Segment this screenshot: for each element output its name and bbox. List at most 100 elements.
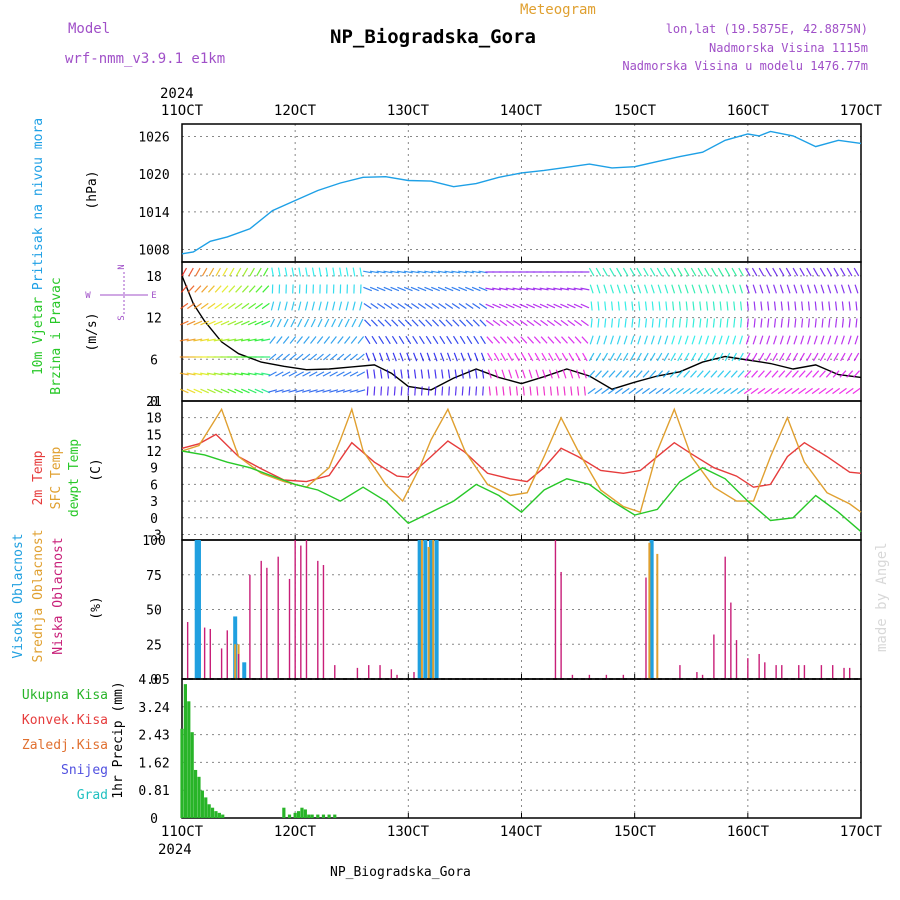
- precip-y-tick: 3.24: [138, 701, 169, 716]
- wind-arrow: [751, 267, 758, 277]
- wind-arrow: [635, 370, 643, 378]
- wind-arrow: [452, 319, 460, 327]
- wind-arrow: [418, 319, 426, 327]
- wind-arrow: [468, 369, 471, 379]
- wind-arrow: [413, 369, 417, 379]
- wind-arrow: [289, 336, 297, 344]
- wind-arrow: [534, 352, 541, 362]
- wind-arrow: [397, 319, 406, 327]
- wind-arrow: [840, 352, 846, 362]
- wind-arrow: [630, 335, 635, 345]
- cloud-bar: [423, 540, 428, 679]
- wind-arrow: [820, 335, 825, 345]
- footer-station: NP_Biogradska_Gora: [330, 865, 471, 880]
- wind-arrow: [658, 318, 661, 328]
- wind-arrow: [383, 286, 393, 292]
- wind-arrow: [780, 318, 783, 328]
- wind-arrow: [690, 267, 697, 277]
- precip-y-tick: 4.05: [138, 673, 169, 688]
- wind-arrow: [773, 335, 777, 345]
- wind-arrow: [513, 336, 521, 344]
- cloud-bar: [554, 540, 557, 679]
- wind-arrow: [358, 318, 364, 328]
- wind-arrow: [498, 287, 508, 291]
- cloud-bar: [428, 540, 433, 679]
- compass-w: W: [85, 291, 91, 301]
- wind-arrow: [726, 318, 729, 328]
- wind-arrow: [744, 370, 752, 378]
- wind-arrow: [240, 338, 250, 342]
- wind-arrow: [322, 371, 332, 377]
- wind-arrow: [440, 352, 445, 362]
- wind-arrow: [206, 372, 216, 376]
- wind-arrow: [794, 301, 797, 311]
- precip-bar: [197, 776, 201, 818]
- wind-arrow: [547, 336, 555, 344]
- wind-arrow: [832, 387, 841, 395]
- wind-arrow: [685, 318, 688, 328]
- wind-arrow: [635, 387, 644, 395]
- wind-arrow: [841, 318, 844, 328]
- wind-arrow: [852, 387, 861, 395]
- wind-arrow: [515, 386, 518, 396]
- wind-arrow: [188, 267, 194, 277]
- model-name: wrf-nmm_v3.9.1 e1km: [65, 51, 225, 67]
- cloud-bar: [798, 665, 800, 679]
- temperature-y-tick: 0: [150, 512, 158, 527]
- wind-arrow: [590, 318, 593, 328]
- wind-arrow: [526, 303, 535, 309]
- wind-arrow: [344, 336, 351, 344]
- wind-arrow: [179, 388, 189, 394]
- temperature-series-line: [181, 407, 862, 514]
- wind-arrow: [520, 336, 528, 344]
- wind-arrow: [493, 352, 500, 362]
- wind-arrow: [220, 338, 230, 342]
- wind-arrow: [400, 369, 403, 379]
- wind-arrow: [834, 335, 839, 345]
- wind-arrow: [471, 286, 481, 292]
- wind-arrow: [386, 369, 390, 379]
- wind-arrow: [793, 335, 798, 345]
- wind-arrow: [529, 386, 532, 396]
- wind-arrow: [642, 370, 650, 378]
- wind-arrow: [508, 369, 513, 379]
- wind-arrow: [792, 267, 799, 277]
- wind-arrow: [678, 318, 681, 328]
- wind-arrow: [712, 318, 715, 328]
- wind-arrow: [447, 369, 451, 379]
- wind-arrow: [357, 353, 365, 361]
- wind-arrow: [438, 319, 446, 327]
- wind-arrow: [759, 335, 764, 345]
- wind-arrow: [241, 302, 250, 310]
- wind-arrow: [597, 318, 600, 328]
- wind-arrow: [672, 318, 675, 328]
- wind-arrow: [675, 387, 684, 395]
- wind-arrow: [359, 267, 363, 277]
- cloud-bar: [317, 560, 319, 679]
- station-title: NP_Biogradska_Gora: [330, 26, 536, 48]
- wind-arrow: [644, 301, 648, 311]
- wind-arrow: [284, 301, 288, 311]
- wind-arrow: [549, 386, 552, 396]
- wind-arrow: [559, 287, 570, 291]
- wind-arrow: [228, 285, 236, 293]
- top-x-tick: 12OCT: [274, 103, 317, 119]
- wind-arrow: [539, 287, 549, 291]
- wind-arrows: [179, 267, 861, 396]
- cloud-bar: [209, 628, 211, 679]
- clouds-y-tick: 0: [150, 673, 158, 688]
- wind-arrow: [718, 335, 723, 345]
- compass-e: E: [151, 291, 156, 301]
- wind-y-tick: 12: [146, 312, 162, 327]
- wind-arrow: [589, 335, 594, 345]
- wind-arrow: [284, 267, 288, 277]
- wind-arrow: [393, 369, 396, 379]
- cloud-bar: [781, 665, 783, 679]
- wind-arrow: [820, 284, 825, 294]
- watermark: made by Angel: [874, 542, 890, 652]
- wind-arrow: [512, 303, 522, 309]
- wind-arrow: [611, 318, 614, 328]
- temperature-y-tick: 6: [150, 478, 158, 493]
- precip-bar: [193, 769, 198, 818]
- wind-arrow: [467, 352, 472, 362]
